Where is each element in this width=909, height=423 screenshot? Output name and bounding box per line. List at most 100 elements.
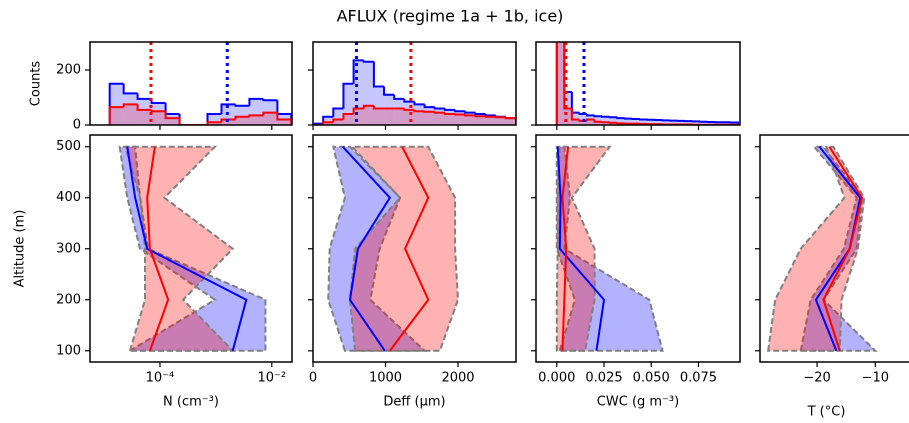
percentile-band <box>327 145 428 352</box>
y-axis-label: Altitude (m) <box>13 210 28 288</box>
hist-outline <box>623 117 633 120</box>
hist-outline <box>593 119 603 123</box>
hist-outline <box>570 108 580 121</box>
hist-bar <box>363 61 374 125</box>
hist-bar <box>424 107 435 125</box>
hist-bar <box>137 98 152 125</box>
hist-bar <box>632 118 640 125</box>
x-tick-label: −20 <box>803 371 830 386</box>
hist-bar <box>723 122 731 125</box>
hist-outline <box>601 121 610 124</box>
median-line <box>822 146 863 352</box>
x-tick-label: 0.025 <box>585 371 622 386</box>
plot-area <box>118 145 267 352</box>
hist-bar <box>384 94 395 125</box>
hist-bar <box>485 116 496 125</box>
hist-bar <box>707 121 716 125</box>
hist-bar <box>556 42 565 125</box>
hist-outline <box>616 117 625 120</box>
hist-outline <box>443 112 456 116</box>
median-line <box>126 146 248 352</box>
hist-bar <box>455 111 466 125</box>
hist-outline <box>352 107 364 115</box>
percentile-band <box>555 145 612 352</box>
hist-bar <box>485 115 496 125</box>
hist-bar <box>624 118 633 125</box>
x-tick-label: 1000 <box>369 371 402 386</box>
hist-bar <box>662 120 671 125</box>
hist-outline <box>464 111 476 114</box>
hist-outline <box>342 82 354 109</box>
hist-outline <box>494 116 506 119</box>
x-axis-label: Deff (µm) <box>383 395 445 410</box>
hist-bar <box>647 119 655 125</box>
hist-bar <box>263 112 278 125</box>
hist-outline <box>178 114 194 125</box>
hist-outline <box>616 122 625 125</box>
hist-bar <box>137 109 152 125</box>
y-tick-label: 300 <box>56 241 81 256</box>
axes-frame <box>535 41 741 126</box>
axes-frame <box>89 41 293 126</box>
hist-outline <box>443 108 456 111</box>
plot-area <box>555 145 664 352</box>
x-axis-label: CWC (g m⁻³) <box>597 395 679 410</box>
hist-bar <box>594 121 603 125</box>
hist-bar <box>602 116 610 125</box>
hist-bar <box>475 114 486 125</box>
hist-outline <box>484 114 496 117</box>
hist-bar <box>123 93 138 125</box>
hist-outline <box>262 111 278 116</box>
hist-outline <box>586 114 595 117</box>
hist-outline <box>136 93 152 100</box>
hist-bar <box>564 108 572 125</box>
hist-outline <box>423 104 435 109</box>
hist-bar <box>235 116 250 125</box>
hist-bar <box>700 121 708 125</box>
hist-bar <box>609 122 618 125</box>
hist-bar <box>677 120 686 125</box>
hist-outline <box>122 103 138 108</box>
hist-bar <box>715 122 723 125</box>
hist-bar <box>414 111 425 125</box>
y-tick-label: 200 <box>56 292 81 307</box>
hist-bar <box>333 119 344 125</box>
x-tick-label: 10⁻⁴ <box>146 371 175 386</box>
hist-bar <box>556 42 565 125</box>
hist-outline <box>362 60 374 63</box>
hist-bar <box>394 98 405 125</box>
hist-outline <box>322 121 334 125</box>
hist-outline <box>248 114 264 117</box>
hist-bar <box>363 105 374 125</box>
hist-bar <box>384 108 395 125</box>
hist-bar <box>602 122 610 125</box>
hist-outline <box>372 105 385 110</box>
hist-bar <box>639 119 648 125</box>
x-axis-label: T (°C) <box>807 405 846 420</box>
hist-bar <box>249 115 264 125</box>
hist-outline <box>150 98 166 105</box>
hist-outline <box>372 61 385 88</box>
hist-bar <box>444 109 456 125</box>
hist-outline <box>454 109 466 113</box>
median-line <box>556 146 606 351</box>
x-tick-label: 0 <box>309 371 317 386</box>
hist-bar <box>343 83 354 125</box>
hist-outline <box>423 110 435 113</box>
x-tick-label: 0.075 <box>680 371 717 386</box>
hist-outline <box>474 115 486 118</box>
median-line <box>341 146 392 352</box>
y-tick-label: 200 <box>56 63 81 78</box>
y-axis-label: Counts <box>29 61 44 107</box>
plot-area <box>767 145 878 352</box>
hist-outline <box>608 121 618 124</box>
hist-bar <box>465 112 476 125</box>
hist-bar <box>333 108 344 125</box>
plot-area <box>555 42 740 125</box>
hist-outline <box>248 97 264 106</box>
x-tick-label: 2000 <box>441 371 474 386</box>
hist-outline <box>555 42 558 125</box>
percentile-band <box>124 145 236 352</box>
hist-bar <box>151 103 166 125</box>
hist-bar <box>165 114 180 125</box>
